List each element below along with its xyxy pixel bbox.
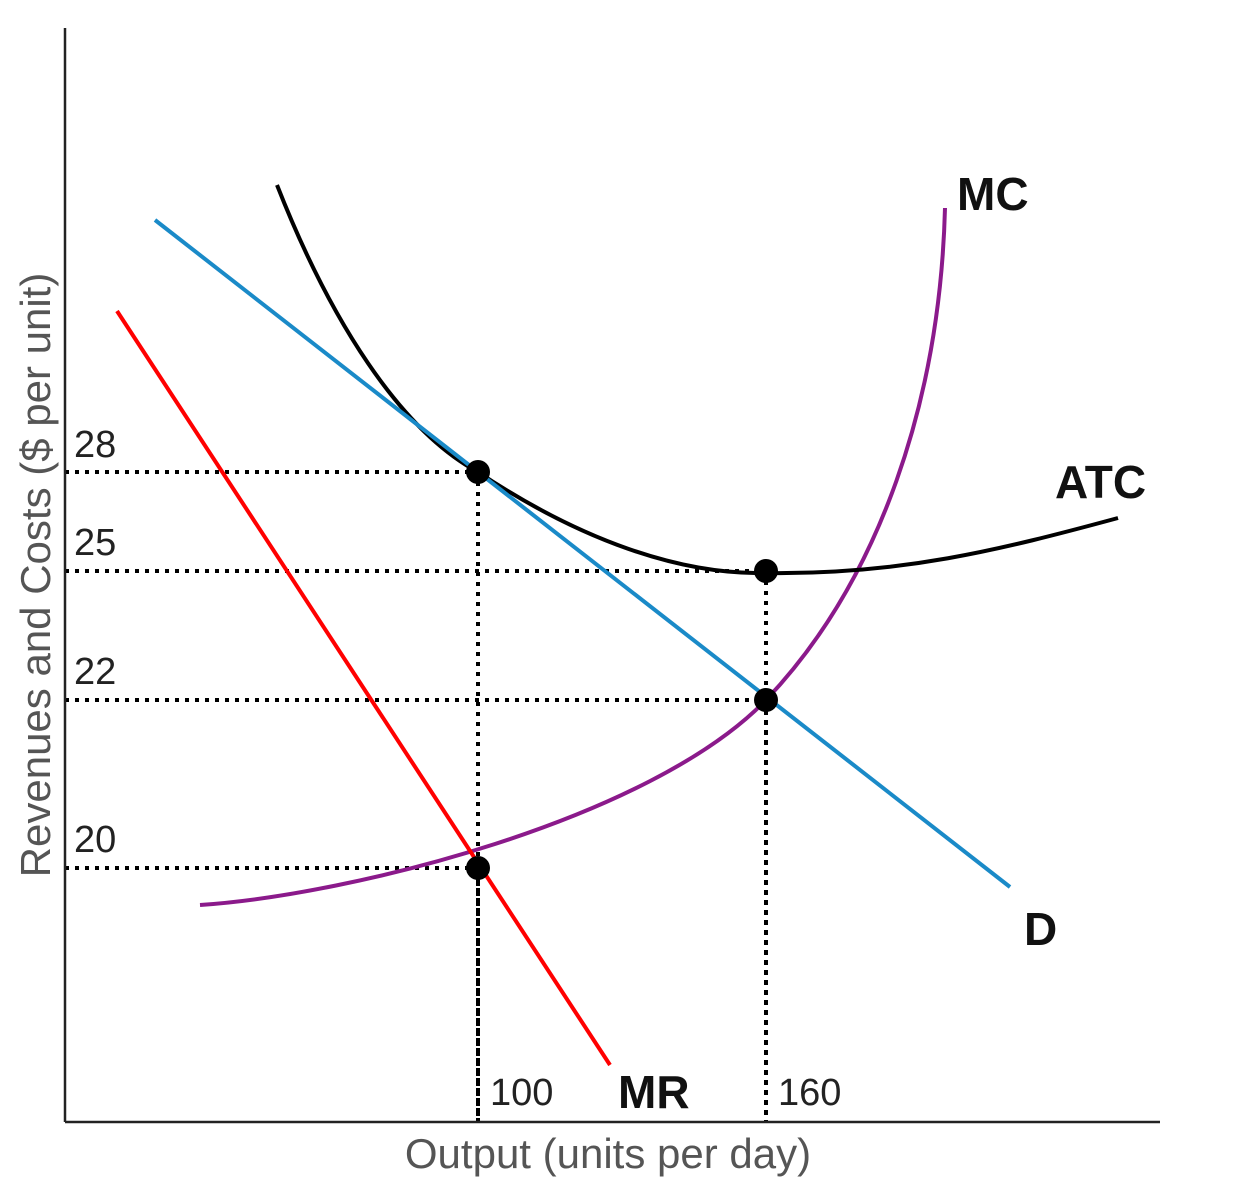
- label-mr: MR: [618, 1066, 690, 1118]
- point-160-25: [754, 559, 778, 583]
- label-d: D: [1024, 903, 1057, 955]
- curve-atc: [275, 184, 1119, 576]
- points: [466, 460, 778, 880]
- curve-mr: [115, 309, 612, 1067]
- dotted-guides: [65, 470, 768, 1122]
- x-tick-160: 160: [778, 1072, 841, 1114]
- y-tick-20: 20: [74, 819, 116, 861]
- y-tick-28: 28: [74, 424, 116, 466]
- curves: [115, 184, 1119, 1067]
- label-atc: ATC: [1055, 456, 1146, 508]
- x-axis-title: Output (units per day): [405, 1130, 811, 1177]
- point-160-22: [754, 688, 778, 712]
- y-tick-25: 25: [74, 522, 116, 564]
- label-mc: MC: [957, 168, 1029, 220]
- point-100-20: [466, 856, 490, 880]
- point-100-28: [466, 460, 490, 484]
- curve-mc: [199, 207, 947, 907]
- y-axis-title: Revenues and Costs ($ per unit): [12, 273, 59, 878]
- y-tick-22: 22: [74, 651, 116, 693]
- x-tick-100: 100: [490, 1072, 553, 1114]
- curve-d: [153, 218, 1012, 889]
